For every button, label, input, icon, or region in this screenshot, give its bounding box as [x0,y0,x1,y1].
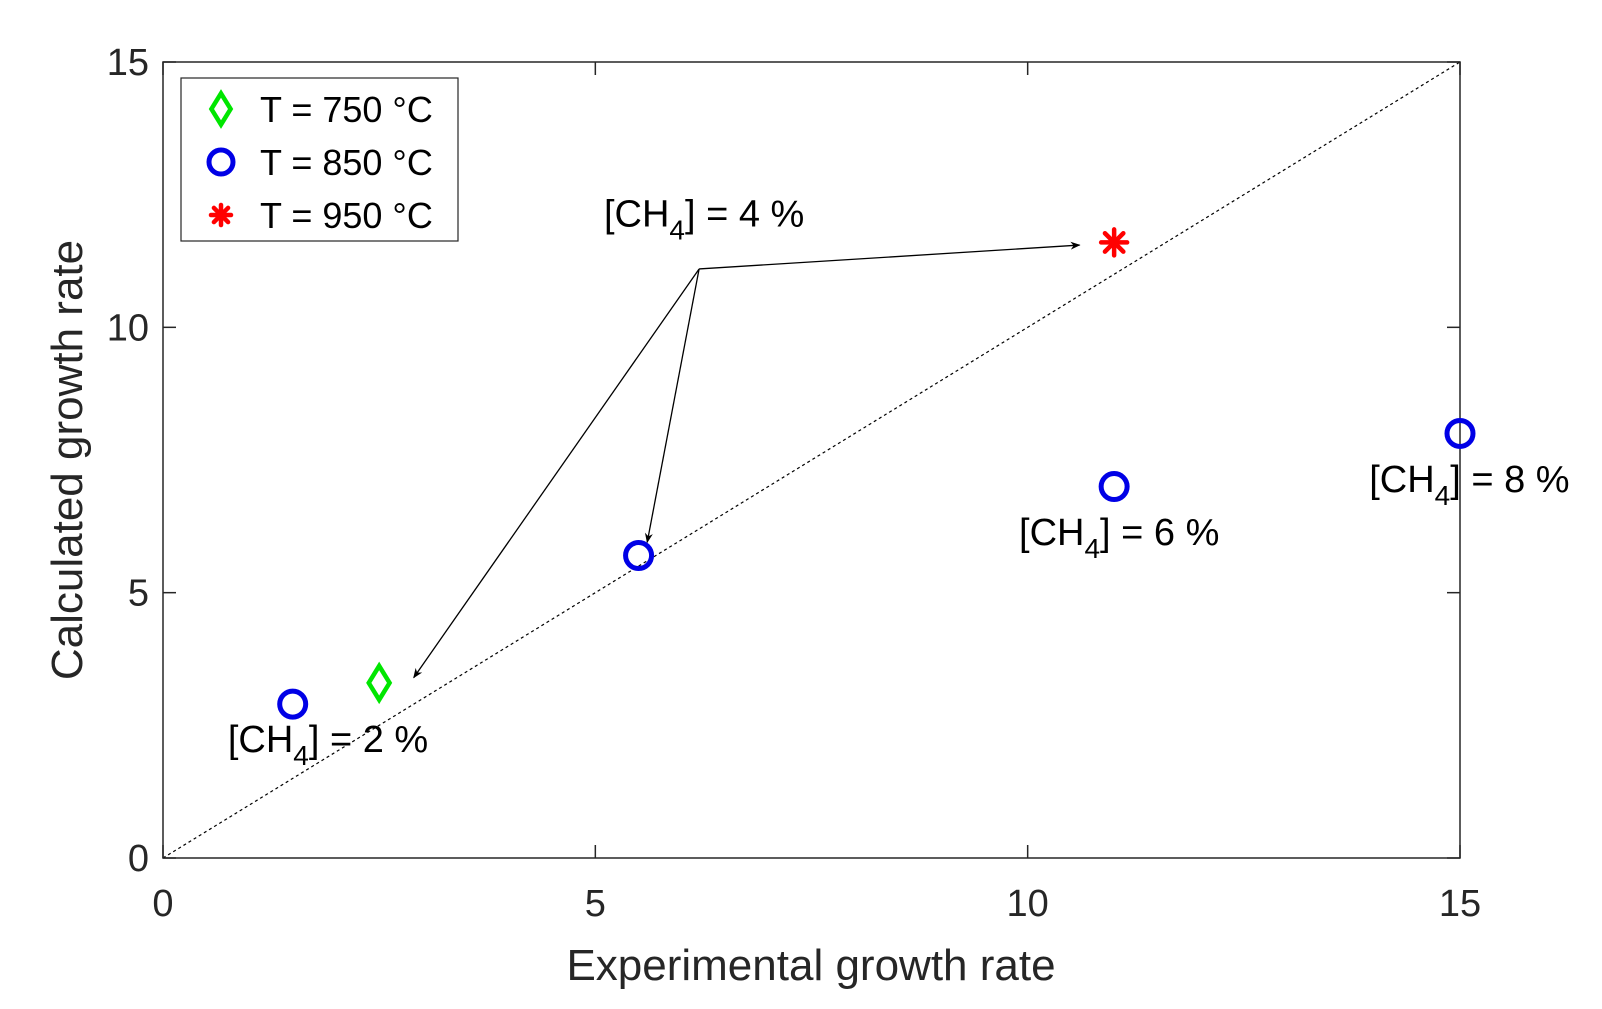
annotation-arrow [644,268,700,544]
data-point-asterisk [1098,227,1130,258]
annotation-label: [CH4] = 6 % [1019,512,1219,564]
x-axis-label: Experimental growth rate [566,941,1055,990]
x-tick-label: 0 [152,883,173,925]
annotation-arrow [699,241,1081,270]
legend-label: T = 950 °C [260,195,433,236]
annotation-label: [CH4] = 2 % [228,719,428,771]
data-point-circle [623,540,655,572]
legend-marker-circle [206,147,236,177]
y-tick-label: 15 [107,42,149,84]
legend-label: T = 850 °C [260,142,433,183]
x-tick-label: 5 [585,883,606,925]
legend-marker-diamond [208,89,234,129]
data-point-diamond [366,661,393,705]
annotation-label: [CH4] = 4 % [604,194,804,246]
x-tick-label: 15 [1439,883,1481,925]
data-point-circle [1444,417,1476,449]
legend-marker-asterisk [208,202,234,228]
legend-label: T = 750 °C [260,89,433,130]
legend: T = 750 °C T = 850 °C T = 950 °C [180,77,459,242]
y-tick-label: 10 [107,307,149,349]
x-tick-label: 10 [1007,883,1049,925]
data-point-circle [277,688,309,720]
data-point-circle [1098,471,1130,503]
annotation-arrow [413,268,700,679]
y-axis-label: Calculated growth rate [43,240,92,680]
annotation-label: [CH4] = 8 % [1369,459,1569,511]
reference-line [162,61,1461,859]
y-tick-label: 0 [128,838,149,880]
y-tick-label: 5 [128,573,149,615]
